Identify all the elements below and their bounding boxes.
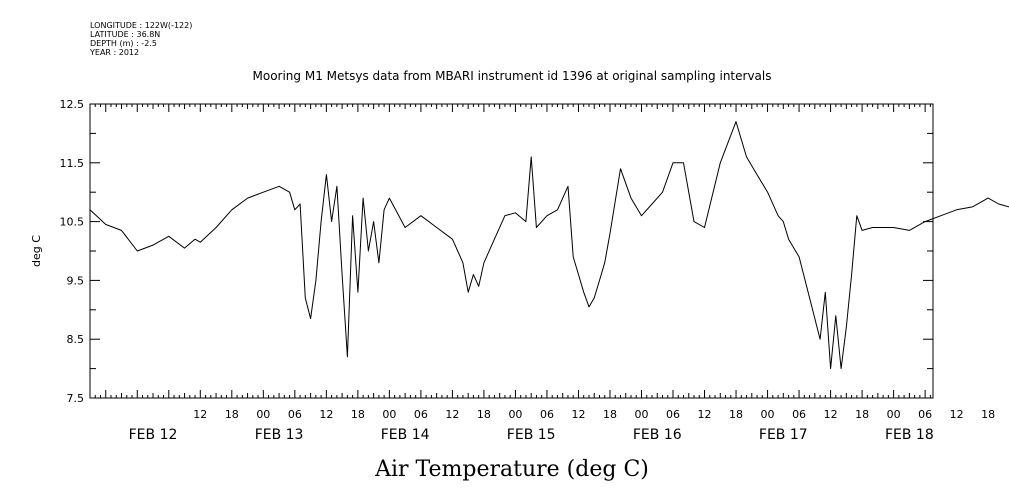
year-text: YEAR : 2012 <box>90 48 140 57</box>
x-hour-label: 18 <box>477 408 491 421</box>
x-hour-label: 00 <box>887 408 901 421</box>
x-hour-label: 00 <box>256 408 270 421</box>
x-hour-label: 12 <box>445 408 459 421</box>
y-tick-label: 12.5 <box>60 98 85 111</box>
x-day-label: FEB 15 <box>507 427 556 443</box>
y-tick-label: 9.5 <box>67 274 85 287</box>
y-tick-label: 11.5 <box>60 157 85 170</box>
longitude-text: LONGITUDE : 122W(-122) <box>90 21 193 30</box>
x-hour-label: 12 <box>824 408 838 421</box>
x-hour-label: 06 <box>414 408 428 421</box>
x-day-label: FEB 16 <box>633 427 682 443</box>
chart-title: Mooring M1 Metsys data from MBARI instru… <box>253 69 772 83</box>
x-hour-label: 18 <box>603 408 617 421</box>
x-day-label: FEB 14 <box>381 427 430 443</box>
x-day-label: FEB 17 <box>759 427 808 443</box>
x-day-labels: FEB 12 FEB 13 FEB 14 FEB 15 FEB 16 FEB 17 FEB … <box>129 427 934 443</box>
y-tick-labels: 7.5 8.5 9.5 10.5 11.5 12.5 <box>60 98 85 405</box>
y-tick-label: 10.5 <box>60 216 85 229</box>
x-hour-label: 00 <box>382 408 396 421</box>
y-tick-label: 7.5 <box>67 392 85 405</box>
x-day-label: FEB 12 <box>129 427 178 443</box>
metadata-block: LONGITUDE : 122W(-122) LATITUDE : 36.8N … <box>90 21 192 57</box>
x-hour-label: 12 <box>193 408 207 421</box>
air-temperature-line <box>89 121 1009 370</box>
x-hour-label: 18 <box>351 408 365 421</box>
x-hour-label: 06 <box>540 408 554 421</box>
x-hour-label: 18 <box>729 408 743 421</box>
x-day-label: FEB 13 <box>255 427 304 443</box>
x-hour-label: 00 <box>761 408 775 421</box>
x-hour-label: 06 <box>918 408 932 421</box>
x-hour-label: 12 <box>698 408 712 421</box>
x-hour-label: 00 <box>508 408 522 421</box>
x-hour-label: 12 <box>950 408 964 421</box>
x-hour-label: 12 <box>319 408 333 421</box>
x-hour-labels: 12 18 00 06 12 18 00 06 12 18 00 06 12 18 00 06 12 18 00 06… <box>193 408 995 421</box>
tick-layer <box>89 103 933 399</box>
y-axis-label: deg C <box>30 235 43 267</box>
x-day-label: FEB 18 <box>885 427 934 443</box>
x-hour-label: 00 <box>634 408 648 421</box>
x-hour-label: 06 <box>792 408 806 421</box>
series-layer <box>89 121 1009 370</box>
latitude-text: LATITUDE : 36.8N <box>90 30 161 39</box>
x-hour-label: 06 <box>288 408 302 421</box>
x-hour-label: 18 <box>225 408 239 421</box>
x-axis-label: Air Temperature (deg C) <box>374 457 649 482</box>
plot-frame <box>89 103 934 399</box>
x-hour-label: 18 <box>855 408 869 421</box>
x-hour-label: 18 <box>981 408 995 421</box>
depth-text: DEPTH (m) : -2.5 <box>90 39 157 48</box>
y-tick-label: 8.5 <box>67 333 85 346</box>
x-hour-label: 06 <box>666 408 680 421</box>
x-hour-label: 12 <box>571 408 585 421</box>
